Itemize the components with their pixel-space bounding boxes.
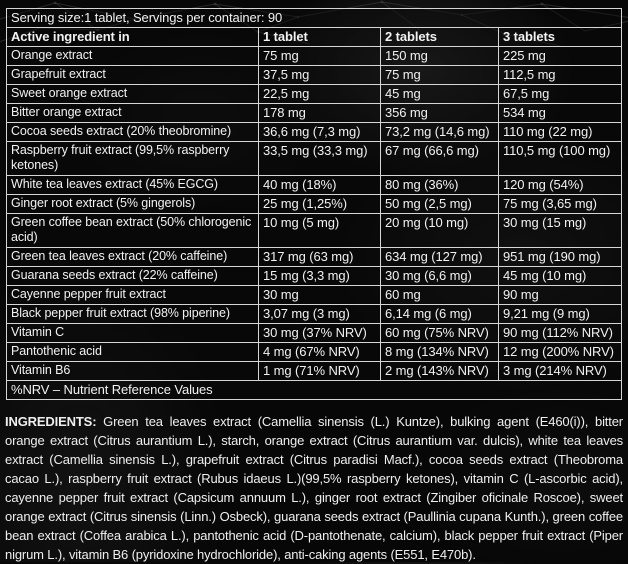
serving-info-row: Serving size:1 tablet, Servings per cont…	[5, 8, 623, 28]
ingredient-name-cell: Cayenne pepper fruit extract	[6, 285, 259, 305]
ingredient-name-cell: Bitter orange extract	[6, 103, 259, 123]
table-row: Cocoa seeds extract (20% theobromine) 36,…	[6, 122, 623, 142]
serving-info: Serving size:1 tablet, Servings per cont…	[5, 8, 623, 28]
table-row: Cayenne pepper fruit extract 30 mg 60 mg 90…	[6, 285, 623, 305]
table-row: Green coffee bean extract (50% chlorogen…	[6, 213, 623, 248]
amount-cell: 6,14 mg (6 mg)	[380, 304, 499, 324]
amount-cell: 951 mg (190 mg)	[497, 247, 623, 267]
amount-cell: 1 mg (71% NRV)	[258, 361, 381, 381]
ingredient-name-cell: Orange extract	[6, 46, 259, 66]
column-header: 3 tablets	[497, 27, 623, 47]
amount-cell: 75 mg	[258, 46, 381, 66]
ingredient-name-cell: Black pepper fruit extract (98% piperine…	[6, 304, 259, 324]
amount-cell: 33,5 mg (33,3 mg)	[258, 141, 381, 176]
amount-cell: 8 mg (134% NRV)	[380, 342, 499, 362]
amount-cell: 67 mg (66,6 mg)	[380, 141, 499, 176]
amount-cell: 634 mg (127 mg)	[380, 247, 499, 267]
amount-cell: 45 mg (10 mg)	[497, 266, 623, 286]
amount-cell: 73,2 mg (14,6 mg)	[380, 122, 499, 142]
ingredient-name-cell: Pantothenic acid	[6, 342, 259, 362]
ingredients-label: INGREDIENTS:	[5, 414, 97, 429]
ingredients-text: Green tea leaves extract (Camellia sinen…	[5, 414, 623, 562]
column-header-row: Active ingredient in 1 tablet 2 tablets 3 t…	[6, 27, 623, 47]
table-row: Raspberry fruit extract (99,5% raspberry…	[6, 141, 623, 176]
table-row: Vitamin C 30 mg (37% NRV) 60 mg (75% NRV) 9…	[6, 323, 623, 343]
ingredient-name-cell: Cocoa seeds extract (20% theobromine)	[6, 122, 259, 142]
amount-cell: 75 mg	[380, 65, 499, 85]
table-row: Guarana seeds extract (22% caffeine) 15 m…	[6, 266, 623, 286]
table-row: Pantothenic acid 4 mg (67% NRV) 8 mg (134%…	[6, 342, 623, 362]
nrv-footnote-row: %NRV – Nutrient Reference Values	[5, 380, 623, 400]
table-row: Vitamin B6 1 mg (71% NRV) 2 mg (143% NRV) 3…	[6, 361, 623, 381]
ingredient-name-cell: Green coffee bean extract (50% chlorogen…	[6, 213, 259, 248]
table-row: Green tea leaves extract (20% caffeine) 3…	[6, 247, 623, 267]
amount-cell: 225 mg	[497, 46, 623, 66]
amount-cell: 3,07 mg (3 mg)	[258, 304, 381, 324]
amount-cell: 60 mg (75% NRV)	[380, 323, 499, 343]
amount-cell: 36,6 mg (7,3 mg)	[258, 122, 381, 142]
ingredient-name-cell: White tea leaves extract (45% EGCG)	[6, 175, 259, 195]
table-row: Orange extract 75 mg 150 mg 225 mg	[6, 46, 623, 66]
table-row: Sweet orange extract 22,5 mg 45 mg 67,5 mg	[6, 84, 623, 104]
amount-cell: 12 mg (200% NRV)	[497, 342, 623, 362]
column-header: 2 tablets	[380, 27, 499, 47]
table-row: White tea leaves extract (45% EGCG) 40 mg…	[6, 175, 623, 195]
ingredient-name-cell: Grapefruit extract	[6, 65, 259, 85]
column-header: 1 tablet	[258, 27, 381, 47]
amount-cell: 178 mg	[258, 103, 381, 123]
ingredient-name-cell: Sweet orange extract	[6, 84, 259, 104]
amount-cell: 25 mg (1,25%)	[258, 194, 381, 214]
amount-cell: 90 mg	[497, 285, 623, 305]
amount-cell: 75 mg (3,65 mg)	[497, 194, 623, 214]
amount-cell: 150 mg	[380, 46, 499, 66]
ingredient-name-cell: Raspberry fruit extract (99,5% raspberry…	[6, 141, 259, 176]
table-row: Ginger root extract (5% gingerols) 25 mg …	[6, 194, 623, 214]
amount-cell: 534 mg	[497, 103, 623, 123]
amount-cell: 22,5 mg	[258, 84, 381, 104]
amount-cell: 50 mg (2,5 mg)	[380, 194, 499, 214]
amount-cell: 15 mg (3,3 mg)	[258, 266, 381, 286]
amount-cell: 9,21 mg (9 mg)	[497, 304, 623, 324]
amount-cell: 40 mg (18%)	[258, 175, 381, 195]
amount-cell: 67,5 mg	[497, 84, 623, 104]
amount-cell: 30 mg (6,6 mg)	[380, 266, 499, 286]
amount-cell: 112,5 mg	[497, 65, 623, 85]
nrv-footnote: %NRV – Nutrient Reference Values	[5, 380, 623, 400]
ingredient-name-cell: Vitamin C	[6, 323, 259, 343]
column-header: Active ingredient in	[6, 27, 259, 47]
amount-cell: 37,5 mg	[258, 65, 381, 85]
amount-cell: 45 mg	[380, 84, 499, 104]
amount-cell: 317 mg (63 mg)	[258, 247, 381, 267]
table-row: Bitter orange extract 178 mg 356 mg 534 mg	[6, 103, 623, 123]
ingredient-name-cell: Ginger root extract (5% gingerols)	[6, 194, 259, 214]
amount-cell: 30 mg (15 mg)	[497, 213, 623, 248]
amount-cell: 4 mg (67% NRV)	[258, 342, 381, 362]
amount-cell: 30 mg (37% NRV)	[258, 323, 381, 343]
amount-cell: 10 mg (5 mg)	[258, 213, 381, 248]
amount-cell: 90 mg (112% NRV)	[497, 323, 623, 343]
amount-cell: 60 mg	[380, 285, 499, 305]
amount-cell: 20 mg (10 mg)	[380, 213, 499, 248]
amount-cell: 356 mg	[380, 103, 499, 123]
supplement-facts-table: Serving size:1 tablet, Servings per cont…	[5, 8, 623, 400]
ingredient-name-cell: Guarana seeds extract (22% caffeine)	[6, 266, 259, 286]
amount-cell: 110 mg (22 mg)	[497, 122, 623, 142]
amount-cell: 30 mg	[258, 285, 381, 305]
ingredient-name-cell: Green tea leaves extract (20% caffeine)	[6, 247, 259, 267]
ingredient-name-cell: Vitamin B6	[6, 361, 259, 381]
amount-cell: 120 mg (54%)	[497, 175, 623, 195]
table-row: Black pepper fruit extract (98% piperine…	[6, 304, 623, 324]
table-row: Grapefruit extract 37,5 mg 75 mg 112,5 mg	[6, 65, 623, 85]
amount-cell: 110,5 mg (100 mg)	[497, 141, 623, 176]
amount-cell: 80 mg (36%)	[380, 175, 499, 195]
ingredients-paragraph: INGREDIENTS: Green tea leaves extract (C…	[5, 412, 623, 564]
amount-cell: 2 mg (143% NRV)	[380, 361, 499, 381]
amount-cell: 3 mg (214% NRV)	[497, 361, 623, 381]
